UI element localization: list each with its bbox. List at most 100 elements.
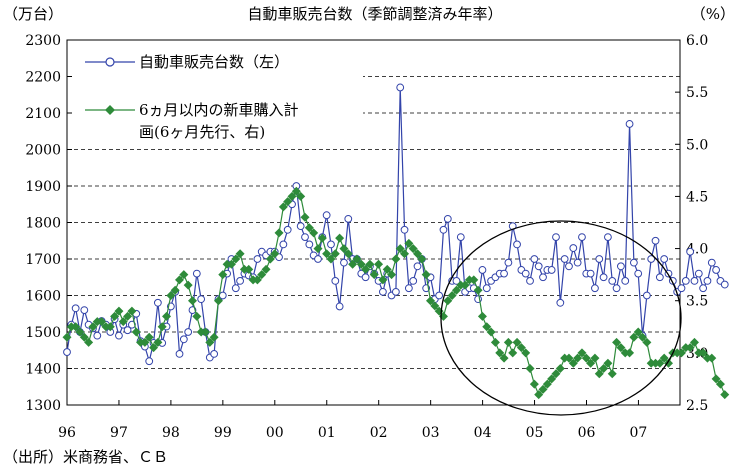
data-point	[374, 259, 384, 269]
data-point	[495, 348, 505, 358]
data-point	[521, 348, 531, 358]
data-point	[707, 353, 717, 363]
data-point	[84, 337, 94, 347]
data-point	[547, 374, 557, 384]
data-point	[711, 374, 721, 384]
x-tick-label: 99	[214, 425, 232, 441]
data-point	[175, 350, 184, 358]
data-point	[681, 277, 690, 285]
data-point	[547, 266, 556, 274]
data-point	[413, 262, 422, 271]
data-point	[612, 284, 621, 293]
data-point	[118, 317, 128, 327]
left-tick-label: 2200	[25, 70, 61, 86]
x-tick-label: 03	[422, 425, 440, 441]
data-point	[265, 254, 275, 264]
data-point	[192, 311, 202, 321]
data-point	[703, 277, 712, 285]
data-point	[348, 259, 358, 269]
data-point	[226, 259, 236, 269]
x-tick-label: 97	[110, 425, 128, 441]
data-point	[140, 337, 150, 347]
data-point	[508, 348, 518, 358]
data-point	[699, 284, 708, 293]
data-point	[331, 277, 340, 285]
data-point	[301, 233, 309, 242]
data-point	[482, 284, 491, 293]
data-point	[604, 233, 612, 242]
data-point	[660, 255, 669, 263]
data-point	[694, 269, 703, 278]
data-point	[435, 291, 444, 300]
data-point	[564, 353, 574, 363]
data-point	[443, 214, 452, 223]
data-point	[573, 258, 582, 267]
data-point	[565, 262, 573, 271]
left-tick-label: 2100	[25, 106, 61, 122]
data-point	[426, 296, 435, 306]
data-point	[591, 284, 599, 293]
data-point	[305, 240, 314, 249]
data-point	[633, 327, 643, 337]
data-point	[512, 337, 522, 347]
data-point	[452, 277, 461, 285]
data-point	[192, 269, 201, 278]
left-tick-label: 2300	[25, 33, 61, 49]
data-point	[361, 264, 371, 274]
data-point	[327, 240, 335, 249]
data-point	[123, 311, 133, 321]
data-point	[304, 223, 314, 233]
data-point	[309, 228, 319, 238]
data-point	[287, 191, 297, 201]
data-point	[473, 285, 483, 295]
data-point	[655, 358, 665, 368]
legend-label-purchase-plans-line1: 6ヵ月以内の新車購入計	[139, 101, 299, 119]
data-point	[642, 337, 652, 347]
data-point	[179, 335, 188, 344]
legend-label-sales: 自動車販売台数（左）	[139, 53, 289, 71]
data-point	[115, 331, 123, 340]
data-point	[339, 244, 349, 254]
data-point	[712, 266, 720, 274]
data-point	[504, 258, 513, 267]
left-tick-label: 1700	[25, 252, 61, 268]
x-tick-label: 00	[266, 425, 284, 441]
data-point	[417, 254, 427, 264]
data-point	[617, 262, 625, 271]
data-point	[469, 275, 479, 285]
data-point	[80, 306, 89, 315]
data-point	[521, 269, 530, 278]
data-point	[382, 264, 392, 274]
data-point	[685, 343, 695, 353]
data-point	[326, 254, 336, 264]
data-point	[395, 244, 405, 254]
data-point	[590, 353, 600, 363]
data-point	[404, 238, 414, 248]
data-point	[75, 327, 85, 337]
legend-box	[73, 44, 363, 146]
data-point	[213, 296, 223, 306]
data-point	[599, 364, 609, 373]
data-point	[720, 280, 729, 289]
series-purchase-plans	[62, 186, 730, 400]
data-point	[486, 327, 496, 337]
data-point	[634, 269, 643, 278]
data-point	[317, 233, 327, 243]
x-tick-label: 01	[318, 425, 336, 441]
left-tick-label: 1800	[25, 216, 61, 232]
data-point	[513, 240, 521, 249]
data-point	[603, 358, 613, 368]
data-point	[123, 326, 132, 335]
data-point	[715, 379, 725, 389]
data-point	[257, 270, 267, 280]
data-point	[400, 225, 409, 234]
data-point	[421, 270, 431, 280]
data-point	[175, 275, 185, 285]
data-point	[443, 296, 453, 306]
legend-item-sales: 自動車販売台数（左）	[85, 53, 289, 71]
data-point	[63, 348, 71, 356]
data-point	[689, 337, 699, 347]
data-point	[500, 269, 508, 278]
x-tick-label: 96	[58, 425, 76, 441]
data-point	[525, 364, 535, 373]
